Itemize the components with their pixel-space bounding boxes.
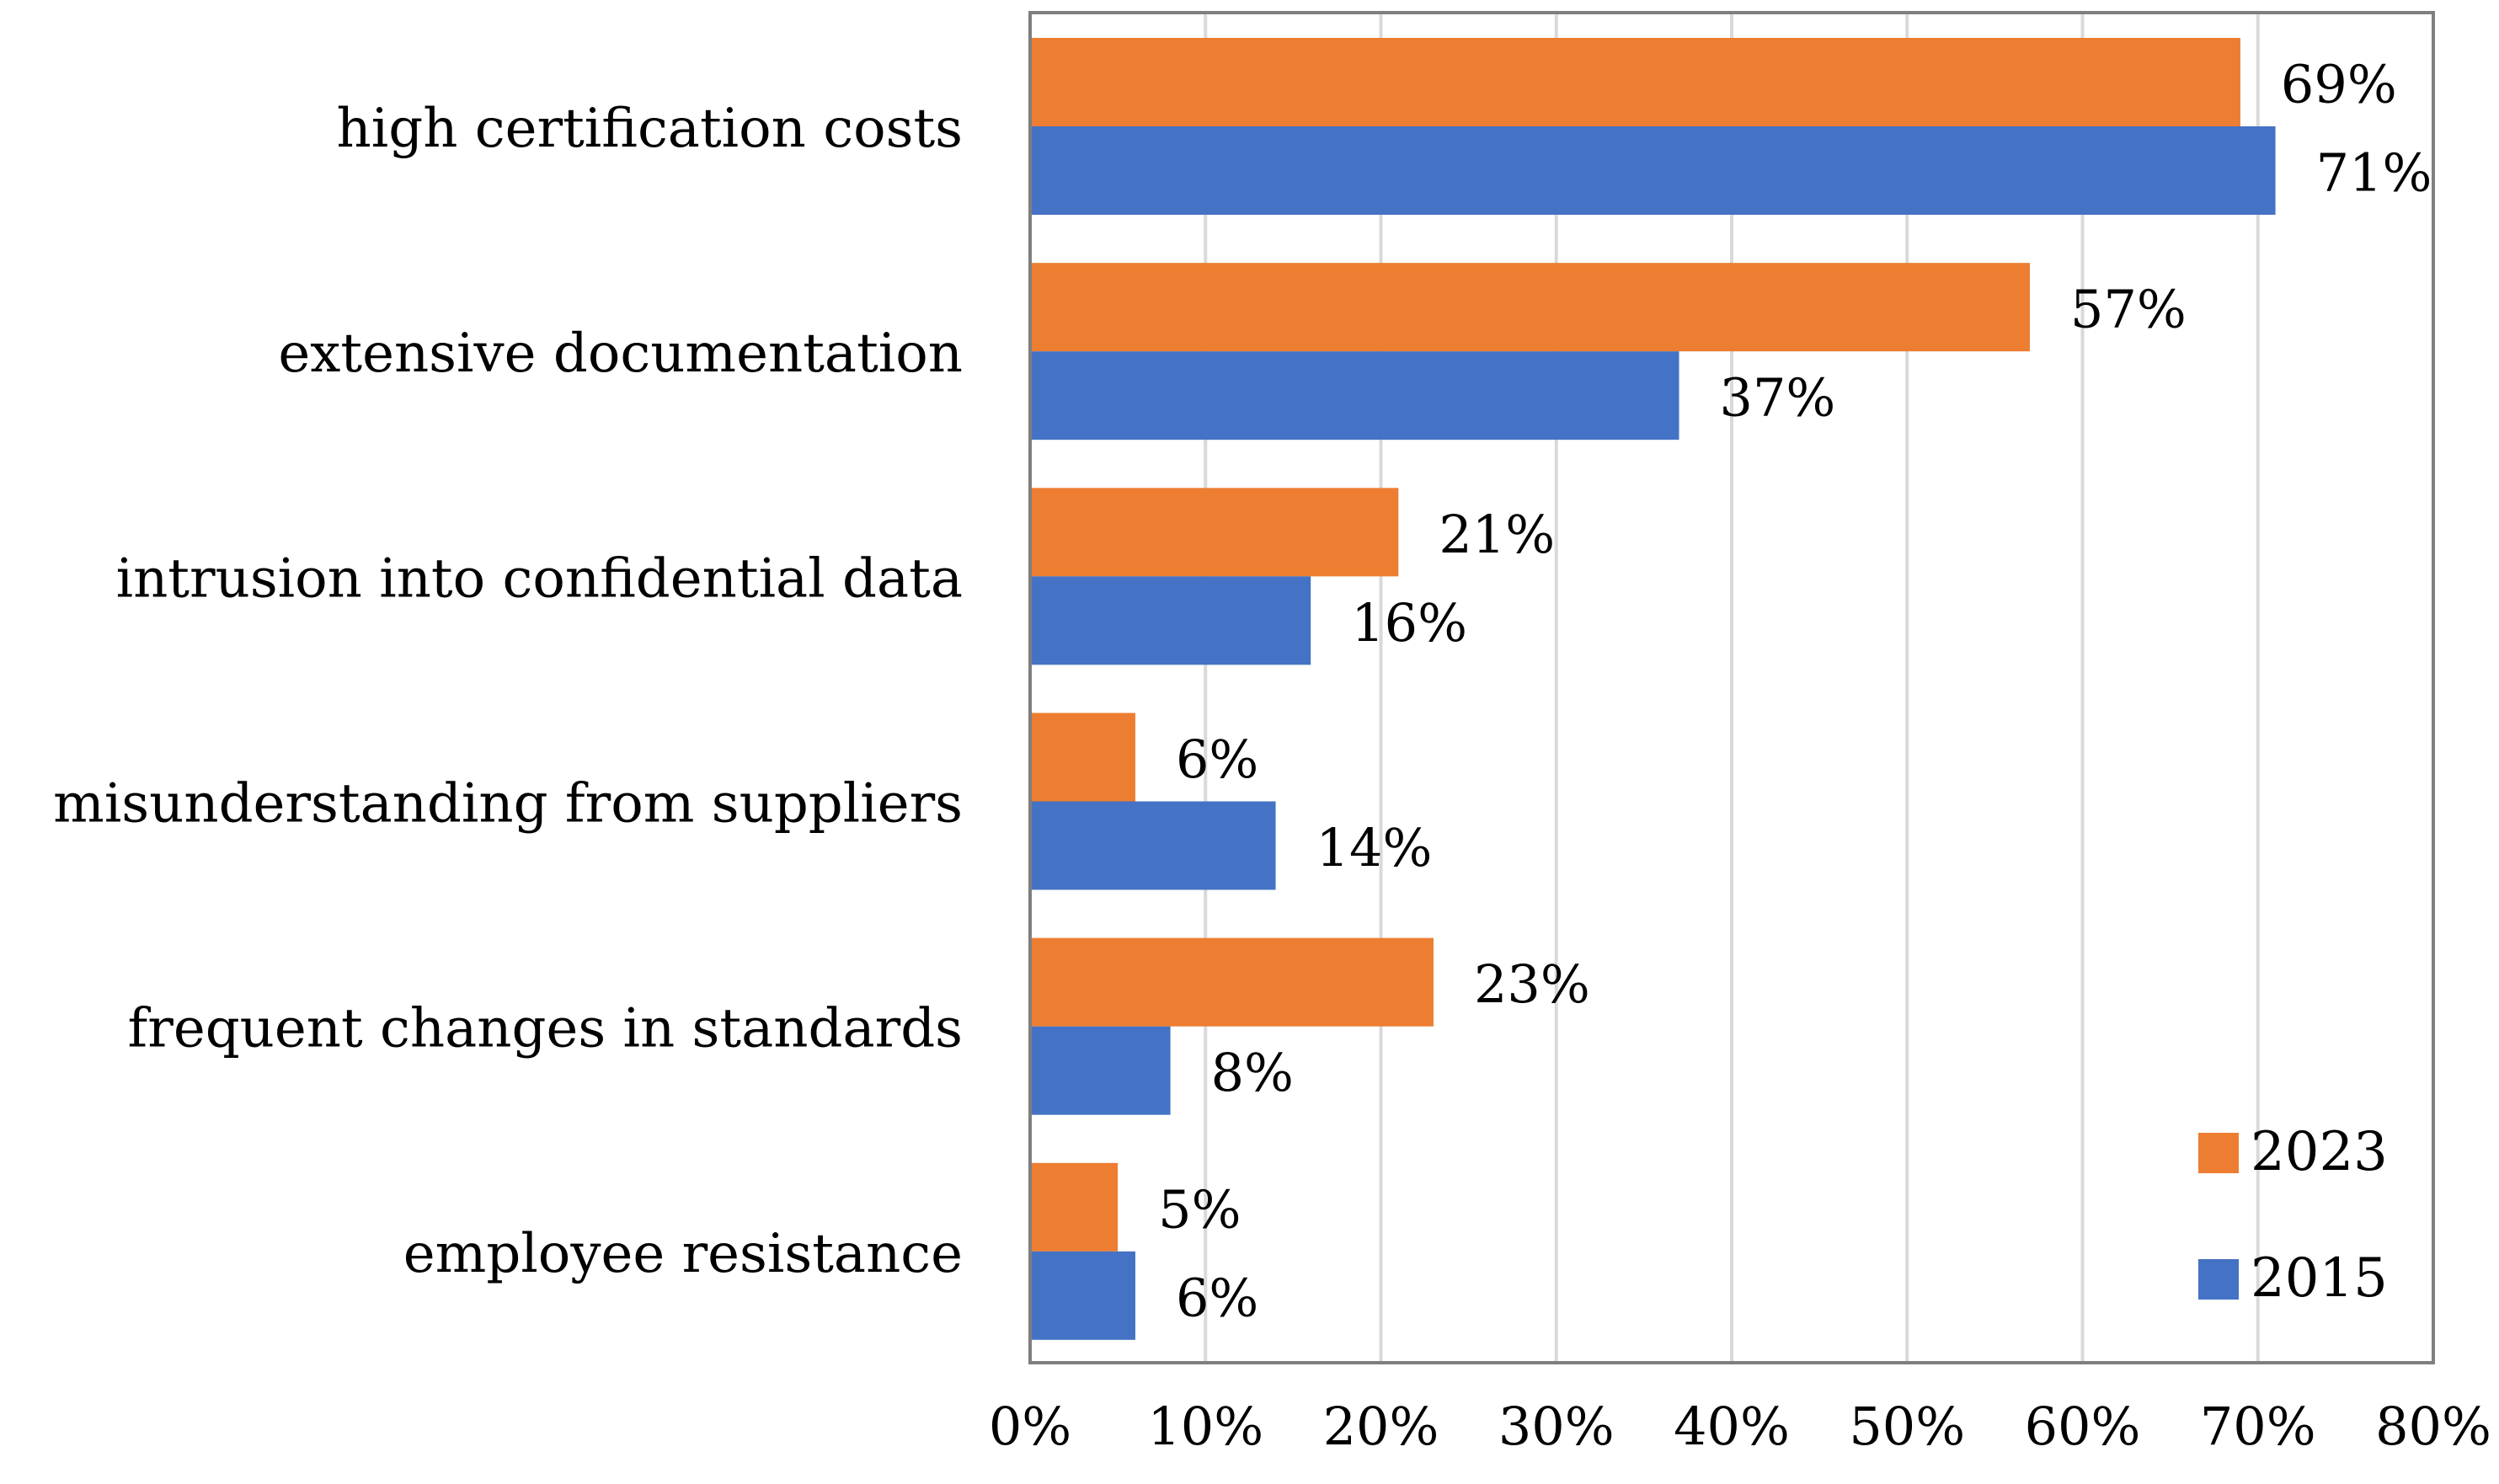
category-label: employee resistance <box>403 1223 963 1285</box>
category-label: high certification costs <box>337 98 963 160</box>
data-label: 71% <box>2316 142 2432 204</box>
data-labels: 69% 71% 57% 37% 21% 16% 6% 14% 23% 8% 5% 6% <box>1158 54 2432 1329</box>
data-label: 6% <box>1176 1267 1258 1328</box>
x-tick-label: 50% <box>1849 1396 1965 1457</box>
gridlines <box>1204 13 2260 1363</box>
x-axis-tick-labels: 0% 10% 20% 30% 40% 50% 60% 70% 80% <box>989 1396 2491 1457</box>
data-label: 16% <box>1351 592 1467 654</box>
data-label: 57% <box>2070 279 2187 340</box>
x-tick-label: 0% <box>989 1396 1071 1457</box>
category-labels: high certification costs extensive docume… <box>53 98 963 1285</box>
bar-2023 <box>1030 1162 1119 1252</box>
bar-2023 <box>1030 38 2240 126</box>
bar-2023 <box>1030 488 1399 577</box>
data-label: 23% <box>1474 953 1590 1015</box>
data-label: 14% <box>1316 817 1433 878</box>
bar-2015 <box>1030 351 1679 440</box>
x-tick-label: 10% <box>1147 1396 1263 1457</box>
bar-2015 <box>1030 576 1311 665</box>
bar-2015 <box>1030 801 1276 890</box>
bars <box>1030 38 2276 1340</box>
plot-border <box>1028 11 2435 1364</box>
legend: 2023 2015 <box>2198 1121 2388 1310</box>
plot-frame <box>1028 11 2435 1364</box>
x-tick-label: 40% <box>1674 1396 1790 1457</box>
data-label: 37% <box>1720 367 1836 429</box>
bar-2015 <box>1030 1026 1171 1115</box>
x-tick-label: 70% <box>2200 1396 2316 1457</box>
category-label: extensive documentation <box>278 323 963 385</box>
legend-label: 2023 <box>2251 1121 2388 1183</box>
legend-swatch <box>2198 1259 2239 1300</box>
bar-2023 <box>1030 713 1135 802</box>
bar-2015 <box>1030 1251 1135 1340</box>
data-label: 6% <box>1176 729 1258 790</box>
legend-swatch <box>2198 1133 2239 1173</box>
category-label: intrusion into confidential data <box>116 547 963 610</box>
data-label: 5% <box>1158 1178 1241 1240</box>
category-label: misunderstanding from suppliers <box>53 773 963 835</box>
bar-2015 <box>1030 126 2276 215</box>
x-tick-label: 20% <box>1323 1396 1439 1457</box>
data-label: 21% <box>1439 504 1555 565</box>
x-tick-label: 80% <box>2375 1396 2491 1457</box>
x-tick-label: 30% <box>1498 1396 1615 1457</box>
category-label: frequent changes in standards <box>128 998 963 1060</box>
data-label: 8% <box>1211 1042 1294 1103</box>
bar-2023 <box>1030 937 1434 1027</box>
x-tick-label: 60% <box>2025 1396 2141 1457</box>
data-label: 69% <box>2281 54 2397 115</box>
bar-2023 <box>1030 263 2031 352</box>
legend-label: 2015 <box>2251 1247 2388 1310</box>
